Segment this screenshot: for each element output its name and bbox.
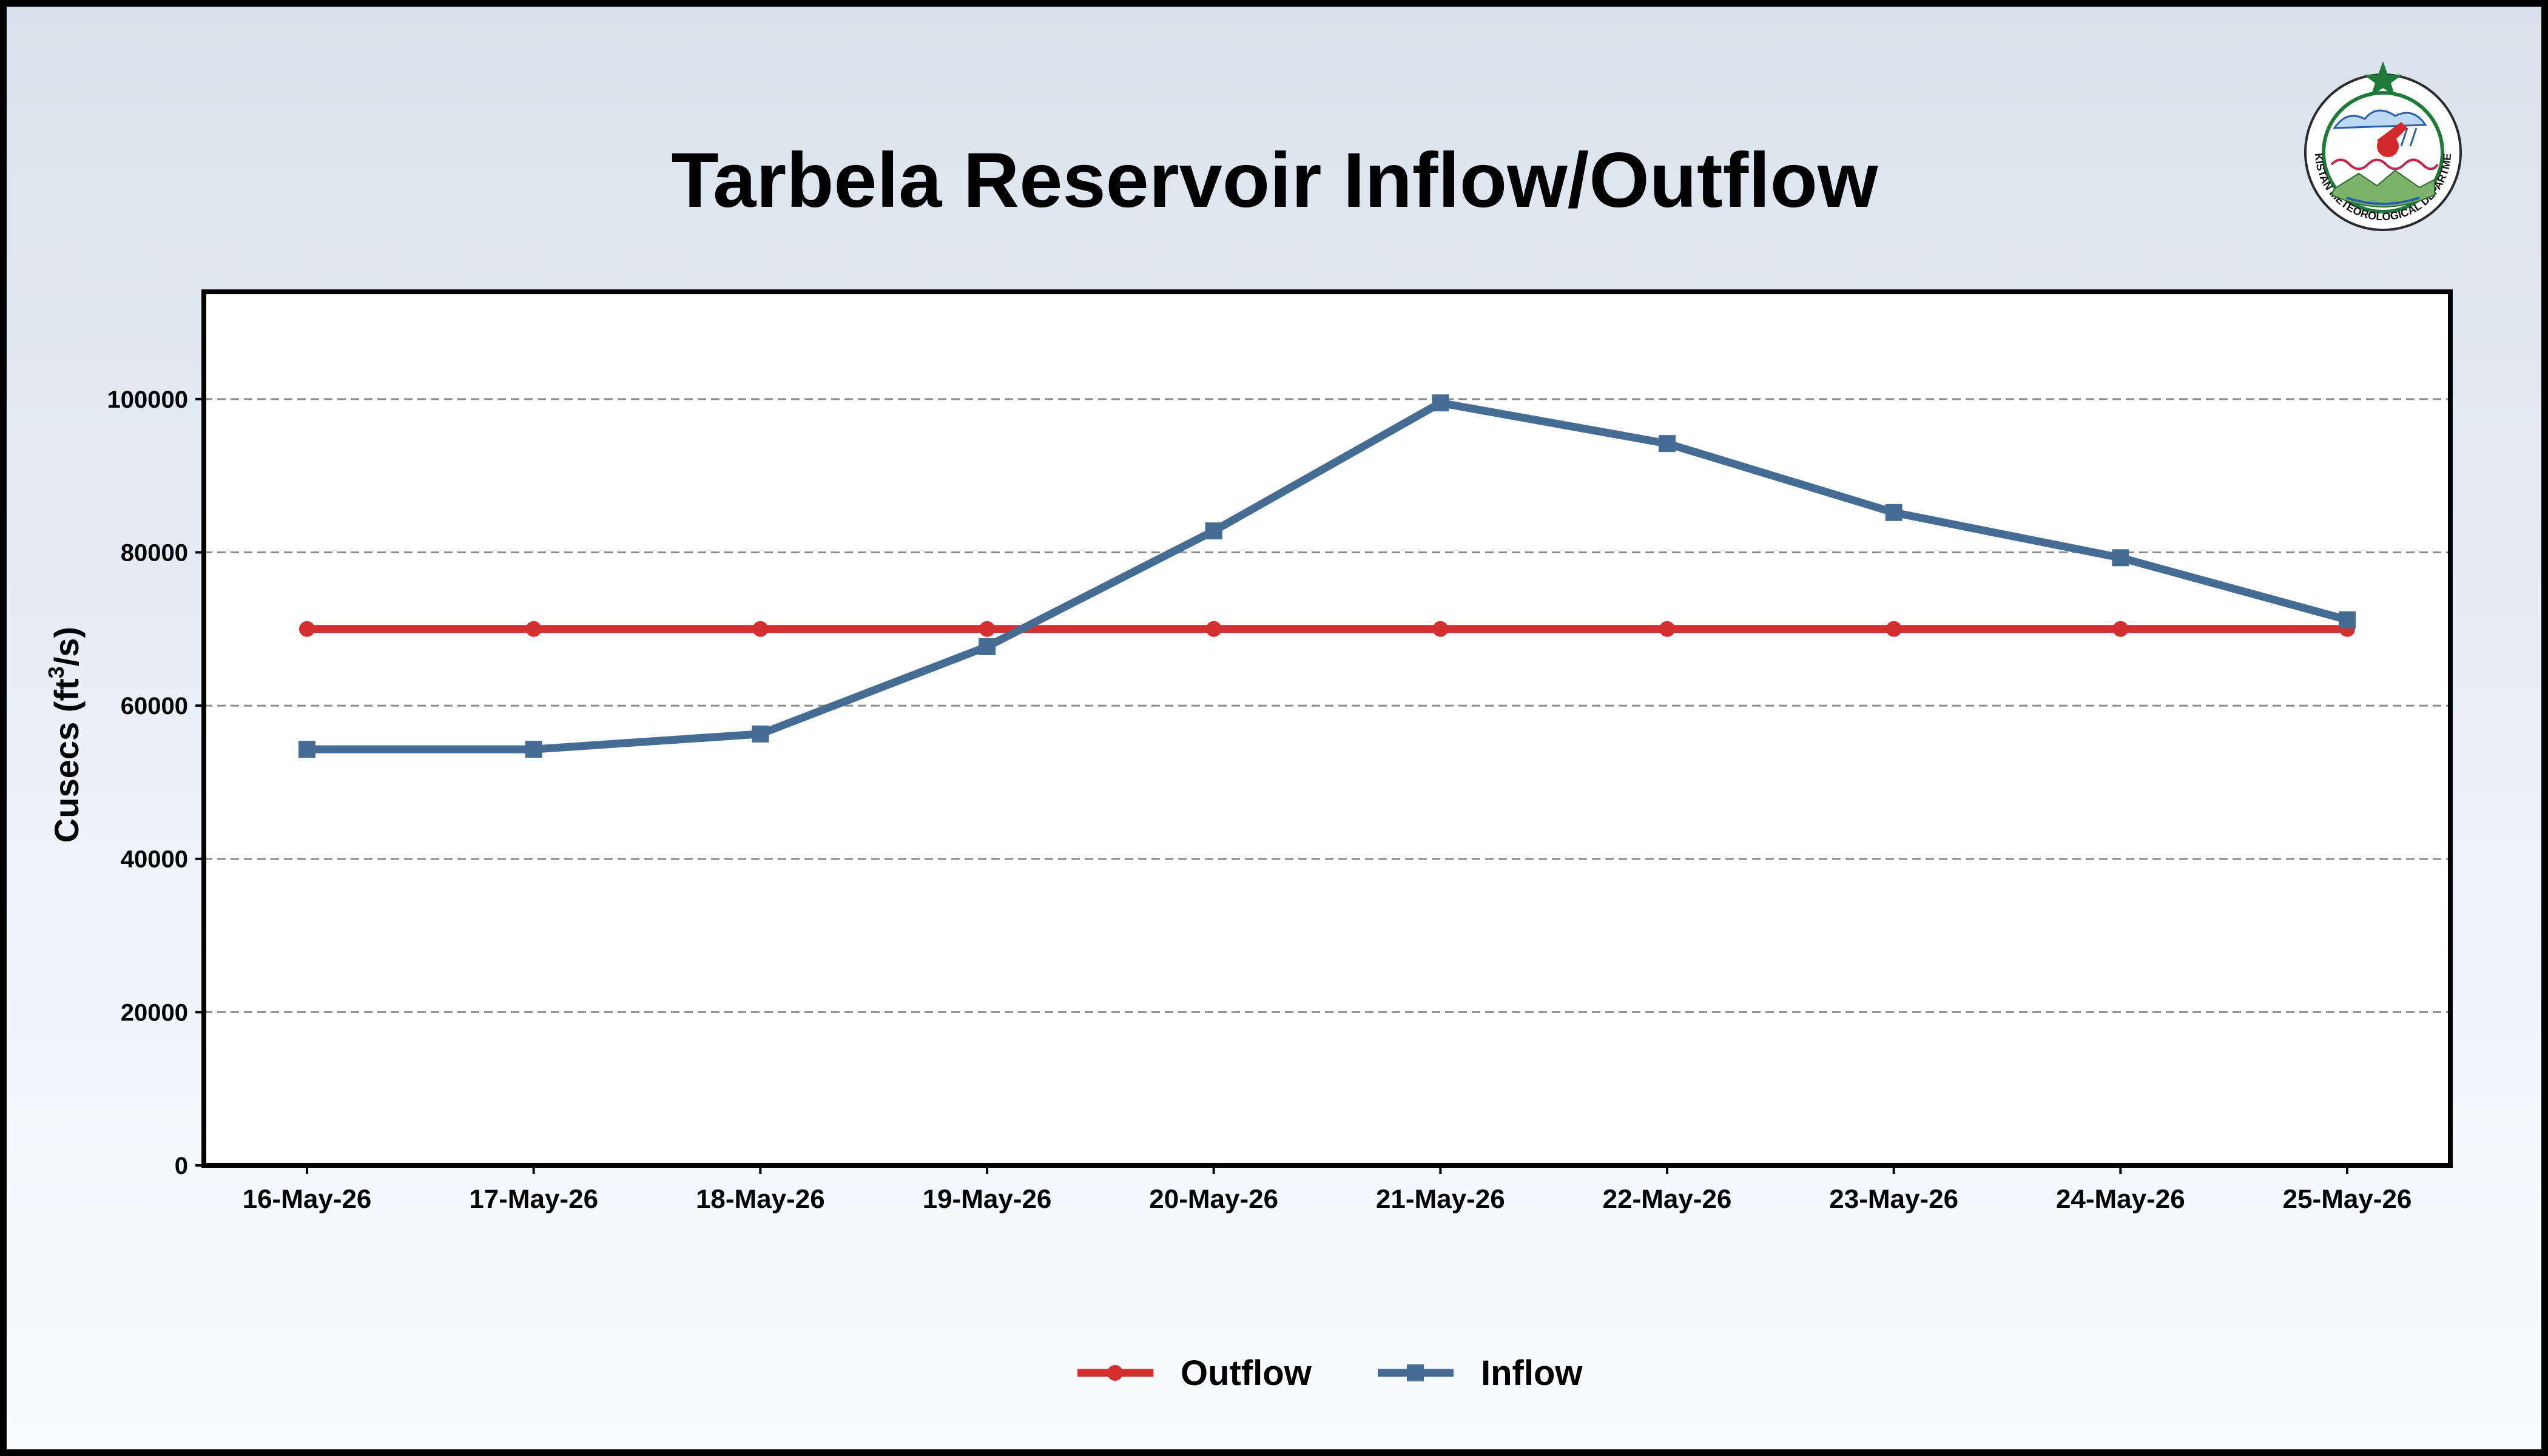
outflow-point [1886,621,1902,637]
y-axis-label-superscript: 3 [44,666,69,678]
x-tick-label: 22-May-26 [1603,1184,1732,1214]
inflow-point [298,741,315,758]
y-tick-label: 20000 [121,999,188,1026]
legend-item-outflow: Outflow [1077,1353,1312,1393]
x-tick-label: 20-May-26 [1149,1184,1278,1214]
legend-label-outflow: Outflow [1181,1353,1312,1393]
series-layer [298,394,2356,758]
y-axis-label: Cusecs (ft3/s) [44,627,86,843]
plot-area [204,292,2450,1165]
outflow-point [525,621,542,637]
x-tick-label: 24-May-26 [2056,1184,2185,1214]
x-tick-label: 23-May-26 [1829,1184,1958,1214]
outflow-point [752,621,769,637]
pmd-logo-icon: PAKISTAN METEOROLOGICAL DEPARTMENT [2304,61,2462,231]
legend-label-inflow: Inflow [1481,1353,1583,1393]
x-tick-label: 17-May-26 [469,1184,598,1214]
inflow-point [2339,611,2356,629]
outflow-point [1432,621,1449,637]
outflow-point [979,621,995,637]
inflow-point [1659,435,1676,453]
outflow-point [299,621,315,637]
outflow-point [1205,621,1222,637]
y-tick-label: 0 [175,1153,188,1179]
y-axis-ticks: 0 20000 40000 60000 80000 100000 [107,386,204,1179]
inflow-point [525,741,542,758]
legend-marker [1407,1364,1424,1381]
x-axis-ticks: 16-May-26 17-May-26 18-May-26 19-May-26 20-M… [243,1165,2412,1214]
x-tick-label: 18-May-26 [696,1184,825,1214]
x-tick-label: 21-May-26 [1376,1184,1505,1214]
legend-item-inflow: Inflow [1378,1353,1583,1393]
inflow-point [2112,549,2129,567]
x-tick-label: 16-May-26 [243,1184,372,1214]
y-axis-label-tail: /s) [47,627,86,666]
chart-title: Tarbela Reservoir Inflow/Outflow [671,137,1878,224]
inflow-line [303,399,2351,753]
y-tick-label: 100000 [107,386,188,413]
legend: Outflow Inflow [1077,1353,1583,1393]
outflow-point [1659,621,1675,637]
inflow-point [1432,394,1449,412]
y-tick-label: 40000 [121,846,188,873]
inflow-point [752,725,769,743]
series-outflow [299,621,2355,637]
plot-border [201,289,2453,1168]
x-tick-label: 19-May-26 [923,1184,1052,1214]
y-tick-label: 80000 [121,539,188,566]
x-tick-label: 25-May-26 [2283,1184,2412,1214]
legend-marker [1107,1365,1123,1381]
series-inflow [298,394,2356,758]
outflow-point [2112,621,2129,637]
chart-canvas: Tarbela Reservoir Inflow/Outflow PAKISTA… [44,61,2462,1393]
y-axis-label-main: Cusecs (ft [47,678,86,843]
inflow-point [1205,522,1222,540]
grid-lines [204,398,2450,1013]
inflow-point [1885,504,1903,521]
y-tick-label: 60000 [121,693,188,720]
inflow-point [979,638,996,655]
